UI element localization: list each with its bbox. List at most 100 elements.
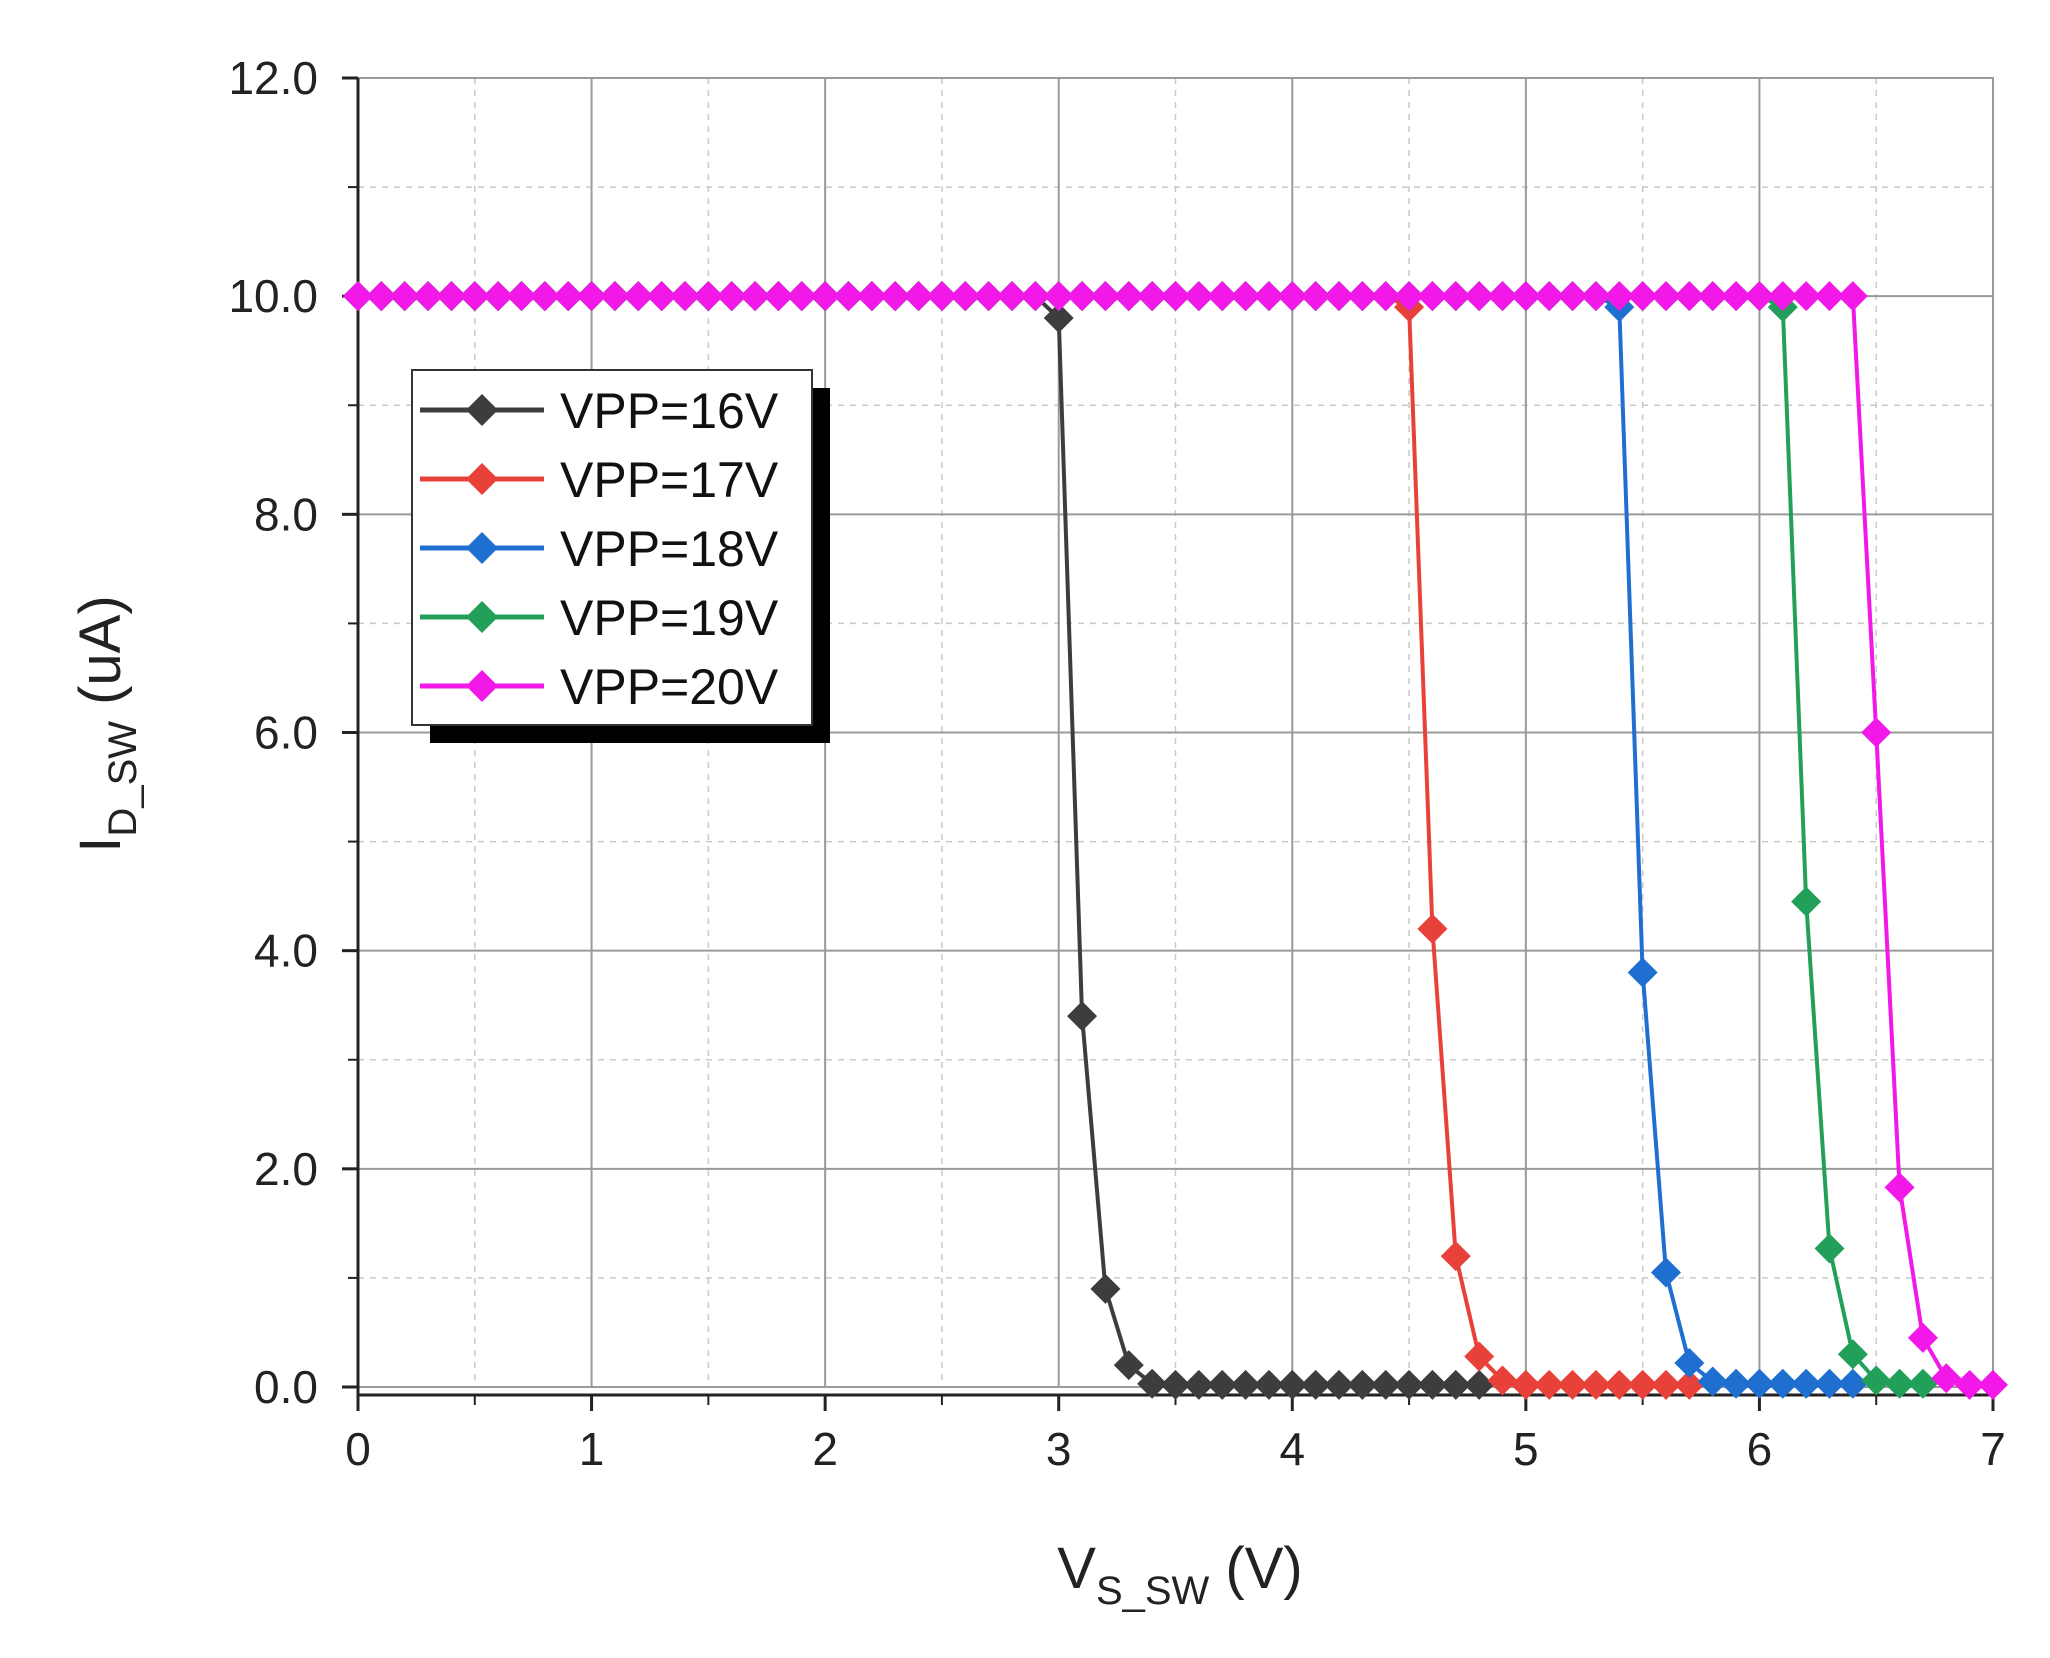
data-point	[413, 281, 444, 312]
data-point	[856, 281, 887, 312]
y-axis-title-main: I	[68, 837, 133, 853]
data-point	[1183, 1369, 1214, 1400]
legend-swatch-marker	[466, 601, 498, 633]
y-tick-label: 2.0	[254, 1143, 318, 1195]
legend-swatch-marker	[466, 670, 498, 702]
data-point	[1557, 1369, 1588, 1400]
data-point	[1417, 281, 1448, 312]
data-point	[716, 281, 747, 312]
data-point	[1651, 1257, 1681, 1288]
data-point	[553, 281, 584, 312]
y-axis-title-sub: D_SW	[101, 721, 145, 837]
data-point	[1510, 1369, 1541, 1400]
data-point	[1113, 281, 1144, 312]
data-point	[1791, 886, 1822, 917]
data-point	[1721, 281, 1752, 312]
data-point	[1394, 281, 1425, 312]
data-point	[1674, 1348, 1705, 1379]
data-point	[1697, 1366, 1728, 1397]
data-point	[1907, 1368, 1938, 1399]
data-point	[529, 281, 560, 312]
data-point	[1604, 1369, 1635, 1400]
data-point	[1137, 281, 1168, 312]
legend-swatch-marker	[466, 463, 498, 495]
data-point	[1814, 1233, 1845, 1264]
legend-swatch-marker	[466, 532, 498, 564]
y-tick-label: 6.0	[254, 707, 318, 759]
y-tick-label: 12.0	[228, 52, 318, 104]
y-axis-title: ID_SW (uA)	[68, 595, 145, 852]
x-tick-label: 1	[579, 1423, 605, 1475]
x-axis-title: VS_SW (V)	[1057, 1536, 1302, 1613]
data-point	[483, 281, 514, 312]
data-point	[1651, 281, 1681, 312]
data-point	[1954, 1369, 1985, 1400]
legend: VPP=16V VPP=17V VPP=18V VPP=19V VPP=20V	[411, 369, 830, 743]
data-point	[1464, 281, 1495, 312]
data-point	[1230, 281, 1261, 312]
data-point	[1440, 1241, 1471, 1272]
data-point	[1744, 281, 1775, 312]
data-point	[1627, 957, 1658, 988]
x-axis-title-unit: (V)	[1209, 1536, 1302, 1601]
y-tick-label: 4.0	[254, 925, 318, 977]
data-point	[833, 281, 864, 312]
legend-label: VPP=20V	[560, 659, 779, 715]
y-tick-label: 0.0	[254, 1361, 318, 1413]
data-point	[1324, 281, 1354, 312]
data-point	[623, 281, 654, 312]
x-axis-title-main: V	[1057, 1536, 1096, 1601]
legend-label: VPP=16V	[560, 383, 779, 439]
x-axis-title-sub: S_SW	[1096, 1569, 1210, 1613]
data-point	[1580, 281, 1611, 312]
data-point	[786, 281, 817, 312]
data-point	[1277, 281, 1308, 312]
x-tick-label: 2	[812, 1423, 838, 1475]
data-point	[1207, 281, 1238, 312]
data-point	[1604, 281, 1635, 312]
data-point	[1534, 281, 1565, 312]
data-point	[1300, 1369, 1331, 1400]
data-point	[1651, 1369, 1681, 1400]
data-point	[670, 281, 700, 312]
data-point	[1020, 281, 1051, 312]
data-point	[1043, 302, 1074, 333]
series	[343, 281, 2008, 1400]
y-tick-label: 10.0	[228, 270, 318, 322]
data-point	[1160, 281, 1191, 312]
data-point	[1324, 1369, 1354, 1400]
data-point	[1113, 1350, 1144, 1381]
data-point	[1417, 913, 1448, 944]
data-point	[1884, 1172, 1915, 1203]
data-point	[1674, 281, 1705, 312]
data-point	[1464, 1369, 1495, 1400]
data-point	[903, 281, 934, 312]
data-point	[1347, 281, 1378, 312]
data-point	[1744, 1368, 1775, 1399]
data-point	[810, 281, 841, 312]
data-point	[926, 281, 957, 312]
axes: 0 1 2 3 4 5 6 7 0.0 2.0 4.0 6.0 8.0 10.0 12.0	[228, 52, 2005, 1475]
data-point	[646, 281, 677, 312]
y-tick-label: 8.0	[254, 488, 318, 540]
y-axis-title-unit: (uA)	[68, 595, 133, 721]
data-point	[973, 281, 1004, 312]
data-point	[1370, 1369, 1401, 1400]
data-point	[1440, 1369, 1471, 1400]
series-VPP=20V	[343, 281, 2008, 1400]
data-point	[1697, 281, 1728, 312]
data-point	[1557, 281, 1588, 312]
data-point	[1674, 1369, 1705, 1400]
data-point	[1510, 281, 1541, 312]
data-point	[1090, 281, 1121, 312]
data-point	[1861, 1365, 1892, 1396]
data-point	[506, 281, 537, 312]
data-point	[1767, 1368, 1798, 1399]
data-point	[880, 281, 911, 312]
data-point	[1300, 281, 1331, 312]
data-point	[1160, 1369, 1191, 1400]
legend-swatch-marker	[466, 394, 498, 426]
data-point	[1067, 281, 1098, 312]
data-point	[1207, 1369, 1238, 1400]
